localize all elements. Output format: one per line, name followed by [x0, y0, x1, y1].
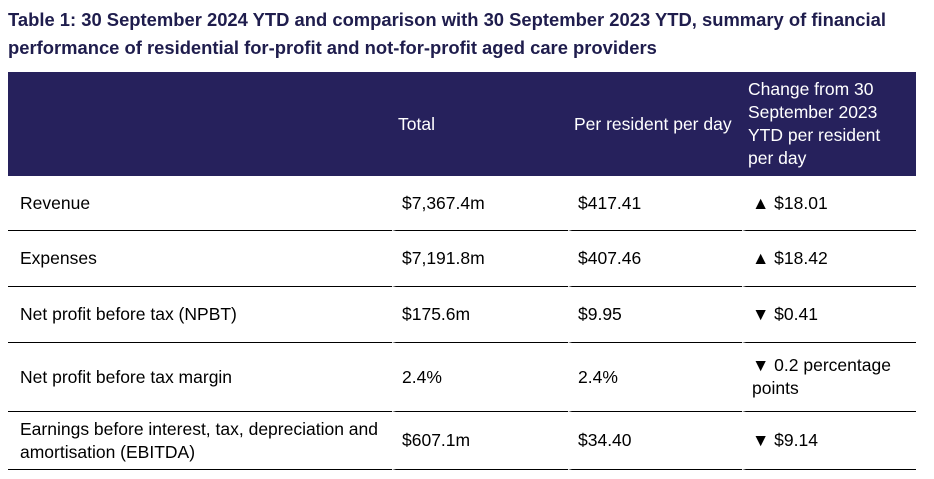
table-header: Total Per resident per day Change from 30 …: [8, 72, 916, 176]
table-cell: ▼ 0.2 percentage points: [742, 343, 916, 412]
table-cell: ▼ $9.14: [742, 412, 916, 470]
table-row: Earnings before interest, tax, depreciat…: [8, 412, 916, 470]
table-cell: $7,367.4m: [392, 176, 568, 231]
header-row: Total Per resident per day Change from 30 …: [8, 72, 916, 176]
row-label: Earnings before interest, tax, depreciat…: [8, 412, 392, 470]
row-label: Net profit before tax margin: [8, 343, 392, 412]
table-cell: $175.6m: [392, 287, 568, 343]
column-header: Per resident per day: [568, 72, 742, 176]
table-cell: $607.1m: [392, 412, 568, 470]
row-label: Net profit before tax (NPBT): [8, 287, 392, 343]
table-row: Revenue $7,367.4m $417.41 ▲ $18.01: [8, 176, 916, 231]
table-cell: 2.4%: [392, 343, 568, 412]
table-cell: ▲ $18.01: [742, 176, 916, 231]
summary-table: Total Per resident per day Change from 30 …: [8, 72, 916, 470]
column-header: [8, 72, 392, 176]
row-label: Expenses: [8, 231, 392, 287]
table-cell: $7,191.8m: [392, 231, 568, 287]
table-cell: ▼ $0.41: [742, 287, 916, 343]
table-body: Revenue $7,367.4m $417.41 ▲ $18.01 Expenses $…: [8, 176, 916, 470]
table-title: Table 1: 30 September 2024 YTD and compa…: [8, 9, 886, 58]
table-cell: 2.4%: [568, 343, 742, 412]
table-cell: ▲ $18.42: [742, 231, 916, 287]
column-header: Total: [392, 72, 568, 176]
table-row: Expenses $7,191.8m $407.46 ▲ $18.42: [8, 231, 916, 287]
table-row: Net profit before tax margin 2.4% 2.4% ▼ 0.…: [8, 343, 916, 412]
column-header: Change from 30 September 2023 YTD per re…: [742, 72, 916, 176]
table-cell: $34.40: [568, 412, 742, 470]
row-label: Revenue: [8, 176, 392, 231]
table-row: Net profit before tax (NPBT) $175.6m $9.95…: [8, 287, 916, 343]
table-cell: $9.95: [568, 287, 742, 343]
table-cell: $407.46: [568, 231, 742, 287]
table-cell: $417.41: [568, 176, 742, 231]
